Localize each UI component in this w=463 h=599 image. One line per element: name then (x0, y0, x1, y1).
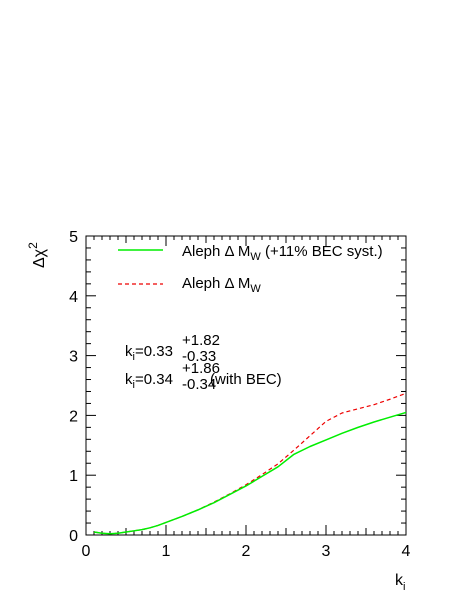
x-tick-label: 1 (162, 543, 171, 560)
annotation-1-sub: -0.34 (182, 376, 216, 393)
y-tick-label: 4 (69, 289, 78, 306)
y-axis-title-main: Δχ (31, 248, 48, 268)
x-tick-label: 4 (402, 543, 411, 560)
legend-label-1: Aleph Δ MW (182, 275, 261, 295)
axes: 0 1 2 3 4 0 1 2 3 4 5 (69, 229, 410, 560)
annotation-0-sup: +1.82 (182, 332, 220, 349)
x-axis-title-sub: i (403, 581, 405, 593)
annotation-0-sub: -0.33 (182, 348, 216, 365)
annotation-1-sup: +1.86 (182, 360, 220, 377)
y-tick-label: 0 (69, 528, 78, 545)
y-tick-label: 5 (69, 229, 78, 246)
x-axis-title: ki (395, 572, 405, 593)
series-layer (93, 392, 407, 535)
series-line-1 (93, 392, 407, 535)
y-axis-title: Δχ2 (26, 242, 48, 268)
legend: Aleph Δ MW (+11% BEC syst.) Aleph Δ MW (118, 243, 383, 295)
x-tick-label: 0 (82, 543, 91, 560)
y-tick-label: 2 (69, 408, 78, 425)
x-tick-label: 2 (242, 543, 251, 560)
annotation-0-text: ki=0.33 (125, 343, 173, 363)
y-axis-title-sup: 2 (26, 242, 40, 249)
x-axis-title-main: k (395, 572, 404, 589)
annotation-1: ki=0.34 +1.86 -0.34 (with BEC) (125, 360, 282, 393)
y-tick-label: 3 (69, 349, 78, 366)
annotation-1-text: ki=0.34 (125, 371, 173, 391)
series-line-0 (93, 411, 407, 535)
x-tick-label: 3 (322, 543, 331, 560)
annotation-1-suffix: (with BEC) (210, 371, 282, 388)
y-tick-label: 1 (69, 468, 78, 485)
legend-label-0: Aleph Δ MW (+11% BEC syst.) (182, 243, 383, 263)
annotation-0: ki=0.33 +1.82 -0.33 (125, 332, 220, 365)
